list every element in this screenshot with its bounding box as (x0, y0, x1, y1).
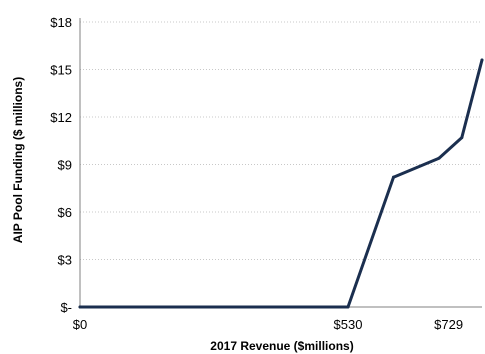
data-point (392, 175, 396, 179)
data-point (480, 58, 484, 62)
y-tick-label: $- (60, 300, 72, 315)
x-tick-label: $530 (334, 317, 363, 332)
data-point (437, 156, 441, 160)
x-tick-labels: $0 $530 $729 (73, 317, 463, 332)
y-tick-label: $12 (50, 110, 72, 125)
series-line-0 (78, 58, 484, 309)
x-tick-label: $0 (73, 317, 87, 332)
x-tick-label: $729 (434, 317, 463, 332)
y-tick-label: $6 (58, 205, 72, 220)
data-point (346, 305, 350, 309)
data-point (78, 305, 82, 309)
y-tick-labels: $- $3 $6 $9 $12 $15 $18 (50, 15, 72, 315)
axes (79, 18, 482, 308)
data-point (460, 136, 464, 140)
y-tick-label: $3 (58, 253, 72, 268)
y-axis-title: AIP Pool Funding ($ millions) (11, 77, 25, 243)
gridlines (80, 21, 482, 260)
y-tick-label: $18 (50, 15, 72, 30)
y-tick-label: $9 (58, 158, 72, 173)
x-axis-title: 2017 Revenue ($millions) (210, 339, 353, 353)
y-tick-label: $15 (50, 63, 72, 78)
series (78, 58, 484, 309)
